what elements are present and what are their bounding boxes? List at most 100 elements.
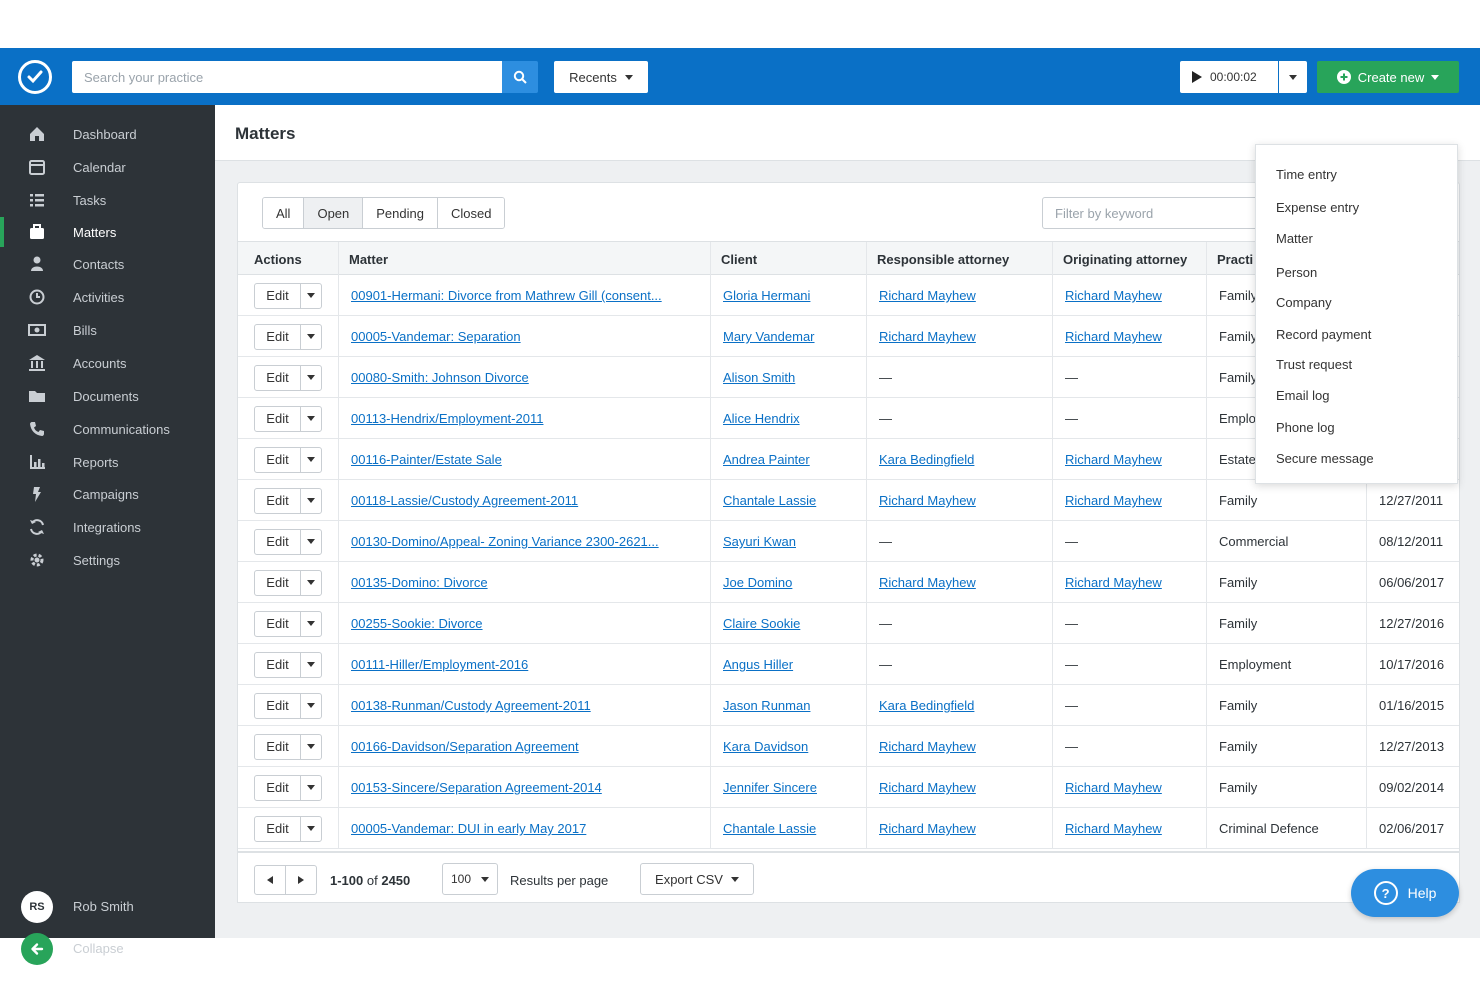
sidebar-item-settings[interactable]: Settings — [0, 545, 215, 575]
sidebar-item-campaigns[interactable]: Campaigns — [0, 479, 215, 509]
edit-button[interactable]: Edit — [255, 365, 301, 390]
edit-dropdown[interactable] — [301, 694, 321, 718]
column-header-matter[interactable]: Matter — [338, 242, 710, 276]
matter-link[interactable]: 00130-Domino/Appeal- Zoning Variance 230… — [351, 534, 659, 549]
client-link[interactable]: Alison Smith — [723, 370, 796, 385]
timer-dropdown[interactable] — [1279, 61, 1307, 93]
edit-button[interactable]: Edit — [255, 734, 301, 759]
menu-item-matter[interactable]: Matter — [1276, 231, 1313, 246]
edit-button[interactable]: Edit — [255, 693, 301, 718]
tab-all[interactable]: All — [263, 198, 305, 228]
column-header-client[interactable]: Client — [710, 242, 866, 276]
avatar[interactable]: RS — [21, 891, 53, 923]
edit-dropdown[interactable] — [301, 817, 321, 841]
help-button[interactable]: ? Help — [1351, 869, 1459, 917]
client-link[interactable]: Andrea Painter — [723, 452, 810, 467]
originating-attorney-link[interactable]: Richard Mayhew — [1065, 493, 1162, 508]
collapse-label[interactable]: Collapse — [73, 941, 124, 956]
user-name[interactable]: Rob Smith — [73, 899, 134, 914]
matter-link[interactable]: 00080-Smith: Johnson Divorce — [351, 370, 529, 385]
export-csv-button[interactable]: Export CSV — [640, 863, 754, 895]
edit-button[interactable]: Edit — [255, 488, 301, 513]
sidebar-item-integrations[interactable]: Integrations — [0, 512, 215, 542]
edit-button[interactable]: Edit — [255, 611, 301, 636]
matter-link[interactable]: 00901-Hermani: Divorce from Mathrew Gill… — [351, 288, 662, 303]
matter-link[interactable]: 00113-Hendrix/Employment-2011 — [351, 411, 544, 426]
per-page-select[interactable]: 100 — [442, 863, 498, 895]
responsible-attorney-link[interactable]: Richard Mayhew — [879, 739, 976, 754]
edit-dropdown[interactable] — [301, 735, 321, 759]
column-header-originating-attorney[interactable]: Originating attorney — [1052, 242, 1206, 276]
search-button[interactable] — [502, 61, 538, 93]
client-link[interactable]: Jennifer Sincere — [723, 780, 817, 795]
matter-link[interactable]: 00138-Runman/Custody Agreement-2011 — [351, 698, 591, 713]
menu-item-company[interactable]: Company — [1276, 295, 1332, 310]
menu-item-record-payment[interactable]: Record payment — [1276, 327, 1372, 342]
client-link[interactable]: Alice Hendrix — [723, 411, 800, 426]
sidebar-item-bills[interactable]: Bills — [0, 315, 215, 345]
client-link[interactable]: Joe Domino — [723, 575, 793, 590]
clio-logo-icon[interactable] — [18, 60, 52, 94]
sidebar-item-communications[interactable]: Communications — [0, 414, 215, 444]
edit-button[interactable]: Edit — [255, 406, 301, 431]
menu-item-time-entry[interactable]: Time entry — [1276, 167, 1337, 182]
sidebar-item-matters[interactable]: Matters — [0, 217, 215, 247]
search-input[interactable] — [72, 61, 502, 93]
edit-dropdown[interactable] — [301, 448, 321, 472]
edit-dropdown[interactable] — [301, 612, 321, 636]
sidebar-item-calendar[interactable]: Calendar — [0, 152, 215, 182]
client-link[interactable]: Jason Runman — [723, 698, 811, 713]
sidebar-item-contacts[interactable]: Contacts — [0, 249, 215, 279]
column-header-responsible-attorney[interactable]: Responsible attorney — [866, 242, 1052, 276]
matter-link[interactable]: 00255-Sookie: Divorce — [351, 616, 483, 631]
sidebar-item-tasks[interactable]: Tasks — [0, 185, 215, 215]
originating-attorney-link[interactable]: Richard Mayhew — [1065, 575, 1162, 590]
previous-page-button[interactable] — [254, 865, 286, 895]
matter-link[interactable]: 00005-Vandemar: DUI in early May 2017 — [351, 821, 587, 836]
edit-button[interactable]: Edit — [255, 570, 301, 595]
sidebar-item-accounts[interactable]: Accounts — [0, 348, 215, 378]
client-link[interactable]: Chantale Lassie — [723, 821, 817, 836]
sidebar-item-dashboard[interactable]: Dashboard — [0, 119, 215, 149]
edit-dropdown[interactable] — [301, 284, 321, 308]
column-header-practice-area[interactable]: Practi — [1206, 242, 1366, 276]
matter-link[interactable]: 00005-Vandemar: Separation — [351, 329, 521, 344]
edit-dropdown[interactable] — [301, 571, 321, 595]
timer-button[interactable]: 00:00:02 — [1180, 61, 1278, 93]
responsible-attorney-link[interactable]: Richard Mayhew — [879, 329, 976, 344]
client-link[interactable]: Angus Hiller — [723, 657, 794, 672]
menu-item-phone-log[interactable]: Phone log — [1276, 420, 1335, 435]
sidebar-item-activities[interactable]: Activities — [0, 282, 215, 312]
edit-dropdown[interactable] — [301, 407, 321, 431]
edit-button[interactable]: Edit — [255, 816, 301, 841]
edit-button[interactable]: Edit — [255, 775, 301, 800]
originating-attorney-link[interactable]: Richard Mayhew — [1065, 452, 1162, 467]
client-link[interactable]: Chantale Lassie — [723, 493, 817, 508]
matter-link[interactable]: 00111-Hiller/Employment-2016 — [351, 657, 529, 672]
matter-link[interactable]: 00153-Sincere/Separation Agreement-2014 — [351, 780, 602, 795]
sidebar-item-reports[interactable]: Reports — [0, 447, 215, 477]
client-link[interactable]: Mary Vandemar — [723, 329, 815, 344]
edit-dropdown[interactable] — [301, 653, 321, 677]
tab-closed[interactable]: Closed — [437, 198, 505, 228]
originating-attorney-link[interactable]: Richard Mayhew — [1065, 821, 1162, 836]
responsible-attorney-link[interactable]: Kara Bedingfield — [879, 698, 975, 713]
menu-item-person[interactable]: Person — [1276, 265, 1318, 280]
client-link[interactable]: Kara Davidson — [723, 739, 809, 754]
tab-pending[interactable]: Pending — [363, 198, 438, 228]
responsible-attorney-link[interactable]: Richard Mayhew — [879, 780, 976, 795]
column-header-actions[interactable]: Actions — [254, 251, 302, 267]
edit-dropdown[interactable] — [301, 325, 321, 349]
edit-button[interactable]: Edit — [255, 283, 301, 308]
matter-link[interactable]: 00116-Painter/Estate Sale — [351, 452, 502, 467]
responsible-attorney-link[interactable]: Richard Mayhew — [879, 288, 976, 303]
client-link[interactable]: Gloria Hermani — [723, 288, 811, 303]
responsible-attorney-link[interactable]: Kara Bedingfield — [879, 452, 975, 467]
responsible-attorney-link[interactable]: Richard Mayhew — [879, 575, 976, 590]
menu-item-expense-entry[interactable]: Expense entry — [1276, 200, 1360, 215]
collapse-button[interactable] — [21, 933, 53, 965]
edit-button[interactable]: Edit — [255, 529, 301, 554]
edit-button[interactable]: Edit — [255, 324, 301, 349]
originating-attorney-link[interactable]: Richard Mayhew — [1065, 329, 1162, 344]
next-page-button[interactable] — [285, 865, 317, 895]
